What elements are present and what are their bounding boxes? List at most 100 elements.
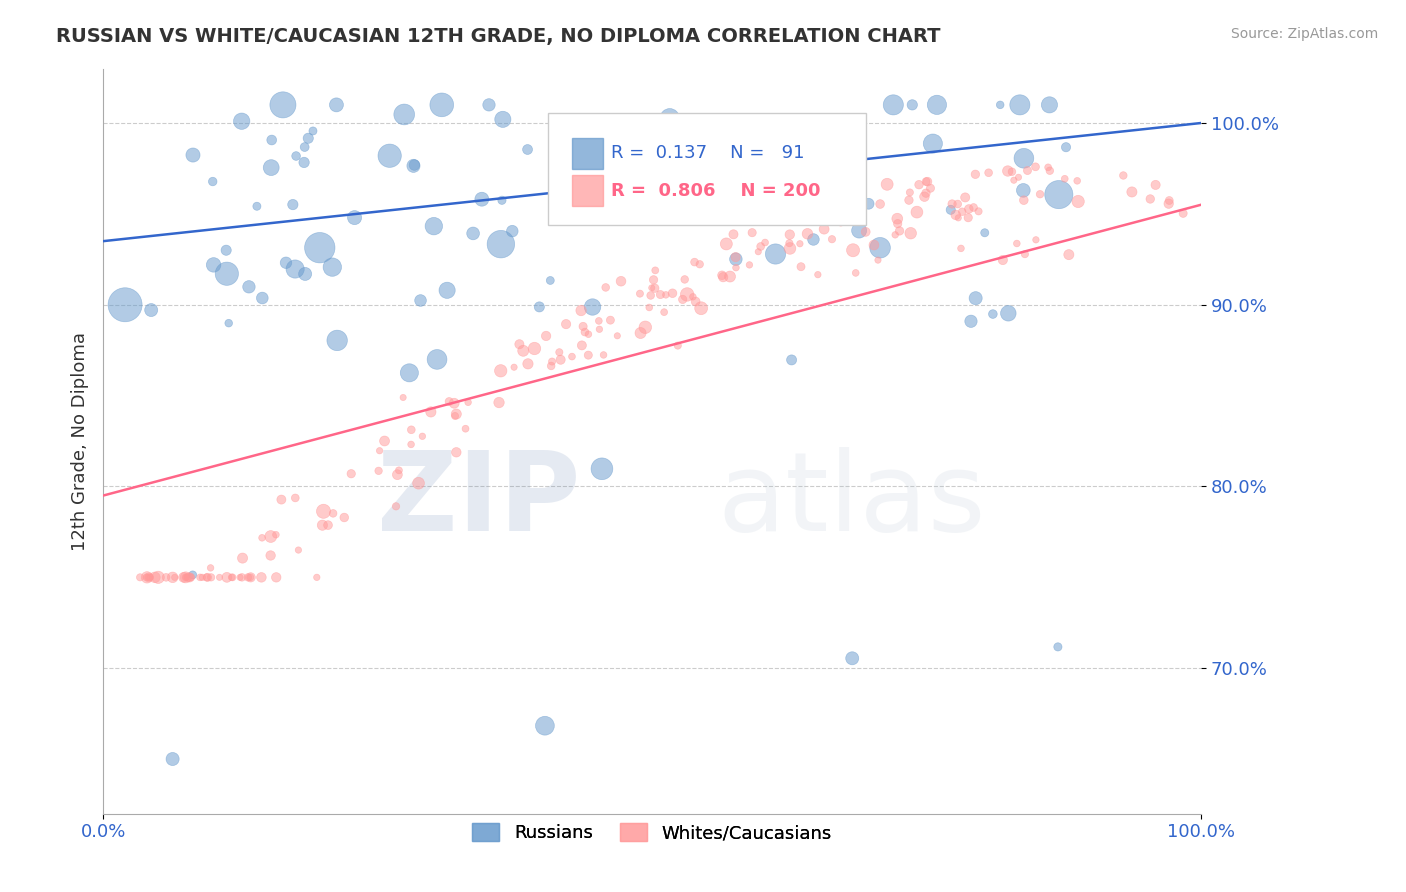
Point bbox=[569, 303, 592, 318]
Point bbox=[666, 338, 689, 352]
Point bbox=[765, 247, 787, 261]
Point bbox=[690, 301, 713, 316]
Point bbox=[1057, 247, 1080, 261]
Point bbox=[1017, 163, 1039, 178]
Point bbox=[148, 570, 170, 584]
Point bbox=[292, 155, 315, 169]
Point bbox=[711, 270, 734, 285]
Point bbox=[676, 287, 699, 301]
Point bbox=[404, 158, 426, 172]
Point bbox=[921, 136, 943, 151]
Point bbox=[260, 161, 283, 175]
Point bbox=[221, 570, 243, 584]
Point bbox=[215, 267, 238, 281]
Point bbox=[181, 568, 204, 582]
Point bbox=[973, 226, 995, 240]
Point bbox=[311, 518, 333, 533]
Point bbox=[1012, 193, 1035, 207]
Point bbox=[900, 226, 922, 240]
Point bbox=[491, 194, 513, 208]
Point bbox=[457, 395, 479, 409]
Point bbox=[1039, 163, 1062, 178]
Point bbox=[340, 467, 363, 481]
Point bbox=[548, 345, 571, 359]
Point bbox=[489, 364, 512, 378]
Point bbox=[408, 476, 430, 491]
Point bbox=[953, 190, 976, 204]
Point bbox=[576, 348, 599, 362]
Point bbox=[378, 149, 401, 163]
Point bbox=[534, 329, 557, 343]
Point bbox=[162, 570, 184, 584]
Point bbox=[534, 719, 557, 733]
Point bbox=[1144, 178, 1167, 192]
Point bbox=[516, 143, 538, 157]
Point bbox=[444, 409, 467, 423]
Point bbox=[321, 260, 343, 274]
Point bbox=[271, 98, 294, 112]
Text: R =  0.806    N = 200: R = 0.806 N = 200 bbox=[612, 182, 821, 200]
Point bbox=[143, 570, 166, 584]
Point bbox=[200, 570, 222, 584]
Point bbox=[388, 463, 411, 477]
Point bbox=[325, 98, 347, 112]
Point bbox=[367, 464, 389, 478]
Point bbox=[915, 186, 938, 201]
Point bbox=[312, 504, 335, 518]
Point bbox=[641, 281, 664, 295]
Point bbox=[260, 133, 283, 147]
Point bbox=[724, 260, 747, 275]
Point bbox=[141, 303, 163, 318]
Point bbox=[541, 354, 564, 368]
Point bbox=[385, 500, 408, 514]
Point bbox=[574, 325, 596, 339]
Point bbox=[948, 211, 970, 225]
Point bbox=[803, 232, 825, 246]
Point bbox=[796, 227, 818, 241]
Point bbox=[925, 98, 948, 112]
Point bbox=[208, 570, 231, 584]
Point bbox=[195, 570, 218, 584]
Point bbox=[180, 570, 202, 584]
Point bbox=[811, 213, 834, 227]
Point bbox=[423, 219, 446, 234]
Point bbox=[920, 181, 942, 195]
Point bbox=[945, 208, 967, 222]
Point bbox=[634, 320, 657, 334]
Point bbox=[281, 197, 304, 211]
Point bbox=[821, 232, 844, 246]
Point bbox=[411, 429, 433, 443]
Point bbox=[645, 185, 668, 199]
Point bbox=[294, 267, 316, 281]
Point bbox=[977, 166, 1000, 180]
Point bbox=[672, 293, 695, 307]
Point bbox=[260, 529, 283, 543]
Point bbox=[174, 570, 197, 584]
Point bbox=[683, 255, 706, 269]
Point bbox=[399, 437, 422, 451]
Point bbox=[965, 291, 987, 305]
Point bbox=[592, 348, 614, 362]
Point bbox=[343, 211, 366, 225]
Point bbox=[250, 531, 273, 545]
Point bbox=[886, 217, 908, 231]
Point bbox=[443, 396, 465, 410]
Point bbox=[1014, 247, 1036, 261]
Point bbox=[718, 269, 741, 284]
Point bbox=[689, 257, 711, 271]
Point bbox=[858, 196, 880, 211]
Point bbox=[259, 549, 281, 563]
Point bbox=[1024, 160, 1046, 174]
Point bbox=[599, 313, 621, 327]
Point bbox=[181, 148, 204, 162]
Point bbox=[747, 244, 769, 259]
Point bbox=[191, 570, 214, 584]
Point bbox=[917, 175, 939, 189]
Point bbox=[1012, 151, 1035, 165]
Point bbox=[779, 227, 801, 242]
Point bbox=[914, 189, 936, 203]
Point bbox=[308, 241, 330, 255]
Point bbox=[387, 467, 409, 482]
Point bbox=[591, 462, 613, 476]
Point bbox=[236, 570, 259, 584]
